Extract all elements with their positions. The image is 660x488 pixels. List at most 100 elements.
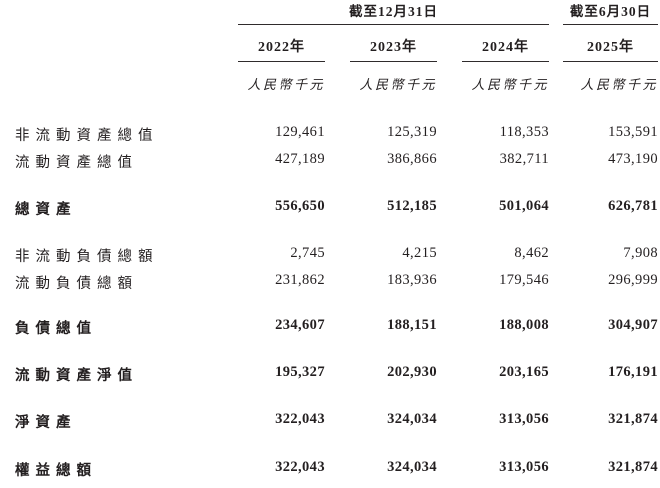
row-label: 淨資產: [15, 414, 77, 431]
row-spacer: [0, 222, 658, 242]
cell-2022: 231,862: [275, 271, 325, 288]
column-gap: [437, 269, 462, 296]
header-gap: [437, 25, 462, 62]
column-gap: [325, 195, 350, 222]
row-spacer-cell: [0, 341, 658, 361]
column-gap: [549, 361, 563, 388]
year-header-row: 2022年 2023年 2024年 2025年: [0, 24, 659, 62]
column-gap: [437, 408, 462, 435]
row-spacer-cell: [0, 435, 658, 456]
table-row: 淨資產 322,043 324,034 313,056 321,874: [0, 408, 658, 435]
header-gap: [437, 62, 462, 93]
row-spacer-cell: [0, 296, 658, 314]
row-label: 流動負債總額: [15, 275, 138, 292]
cell-2024: 313,056: [499, 410, 550, 427]
column-gap: [549, 314, 563, 341]
cell-2023: 188,151: [387, 316, 437, 333]
row-label: 總資產: [15, 201, 77, 218]
column-gap: [325, 314, 350, 341]
row-label: 負債總值: [15, 320, 97, 337]
table-row: 權益總額 322,043 324,034 313,056 321,874: [0, 456, 658, 483]
column-gap: [549, 121, 563, 148]
cell-2025: 176,191: [608, 363, 659, 380]
cell-2024: 188,008: [499, 316, 550, 333]
cell-2022: 322,043: [275, 458, 325, 475]
table-header: 截至12月31日 截至6月30日 2022年 2023年 2024年 2025年…: [0, 0, 659, 93]
header-gap: [549, 25, 563, 62]
column-gap: [549, 148, 563, 175]
cell-2022: 556,650: [275, 197, 325, 214]
unit-label-2024: 人民幣千元: [471, 76, 550, 92]
table-row: 流動資產總值 427,189 386,866 382,711 473,190: [0, 148, 658, 175]
row-label: 流動資產淨值: [15, 367, 138, 384]
header-gap: [325, 62, 350, 93]
cell-2025: 626,781: [608, 197, 659, 214]
cell-2022: 129,461: [275, 123, 325, 140]
table-row: 負債總值 234,607 188,151 188,008 304,907: [0, 314, 658, 341]
column-gap: [549, 242, 563, 269]
cell-2025: 296,999: [608, 271, 659, 288]
column-gap: [549, 269, 563, 296]
cell-2025: 304,907: [608, 316, 659, 333]
table-row: 非流動負債總額 2,745 4,215 8,462 7,908: [0, 242, 658, 269]
date-group-dec31: 截至12月31日: [238, 0, 550, 25]
row-label: 權益總額: [15, 462, 97, 479]
date-group-row: 截至12月31日 截至6月30日: [0, 0, 659, 25]
cell-2024: 501,064: [499, 197, 550, 214]
column-gap: [325, 408, 350, 435]
unit-header-row: 人民幣千元 人民幣千元 人民幣千元 人民幣千元: [0, 62, 658, 93]
cell-2023: 324,034: [387, 458, 437, 475]
row-spacer: [0, 175, 658, 195]
column-gap: [437, 314, 462, 341]
column-gap: [549, 195, 563, 222]
year-header-2025: 2025年: [563, 24, 659, 62]
cell-2024: 179,546: [499, 271, 550, 288]
cell-2025: 7,908: [623, 244, 659, 261]
cell-2022: 427,189: [275, 150, 325, 167]
cell-2023: 4,215: [402, 244, 437, 261]
header-spacer: [0, 62, 238, 93]
column-gap: [325, 269, 350, 296]
year-header-2022: 2022年: [238, 24, 325, 62]
cell-2023: 183,936: [387, 271, 437, 288]
header-spacer: [0, 0, 238, 25]
table-row: 流動負債總額 231,862 183,936 179,546 296,999: [0, 269, 658, 296]
column-gap: [549, 456, 563, 483]
year-header-2024: 2024年: [462, 24, 550, 62]
row-spacer: [0, 435, 658, 456]
table-row: 非流動資產總值 129,461 125,319 118,353 153,591: [0, 121, 658, 148]
cell-2024: 118,353: [499, 123, 550, 140]
cell-2023: 125,319: [387, 123, 437, 140]
header-gap: [549, 62, 563, 93]
row-spacer-cell: [0, 388, 658, 408]
cell-2024: 203,165: [499, 363, 550, 380]
column-gap: [437, 148, 462, 175]
column-gap: [325, 242, 350, 269]
row-label: 非流動負債總額: [15, 248, 159, 265]
unit-label-2022: 人民幣千元: [247, 76, 325, 92]
cell-2023: 386,866: [387, 150, 437, 167]
unit-label-2025: 人民幣千元: [580, 76, 659, 92]
cell-2025: 321,874: [608, 458, 659, 475]
row-spacer-cell: [0, 175, 658, 195]
year-header-2023: 2023年: [350, 24, 437, 62]
cell-2022: 234,607: [275, 316, 325, 333]
cell-2024: 313,056: [499, 458, 550, 475]
cell-2022: 2,745: [290, 244, 325, 261]
row-spacer: [0, 296, 658, 314]
column-gap: [325, 148, 350, 175]
row-spacer: [0, 93, 658, 121]
header-gap: [325, 25, 350, 62]
column-gap: [437, 361, 462, 388]
table-row: 總資產 556,650 512,185 501,064 626,781: [0, 195, 658, 222]
cell-2022: 195,327: [275, 363, 325, 380]
cell-2025: 321,874: [608, 410, 659, 427]
column-gap: [549, 408, 563, 435]
header-spacer: [0, 25, 238, 62]
table-row: 流動資產淨值 195,327 202,930 203,165 176,191: [0, 361, 658, 388]
table-body: 非流動資產總值 129,461 125,319 118,353 153,591 流動資產總…: [0, 93, 658, 483]
cell-2023: 324,034: [387, 410, 437, 427]
cell-2025: 473,190: [608, 150, 659, 167]
